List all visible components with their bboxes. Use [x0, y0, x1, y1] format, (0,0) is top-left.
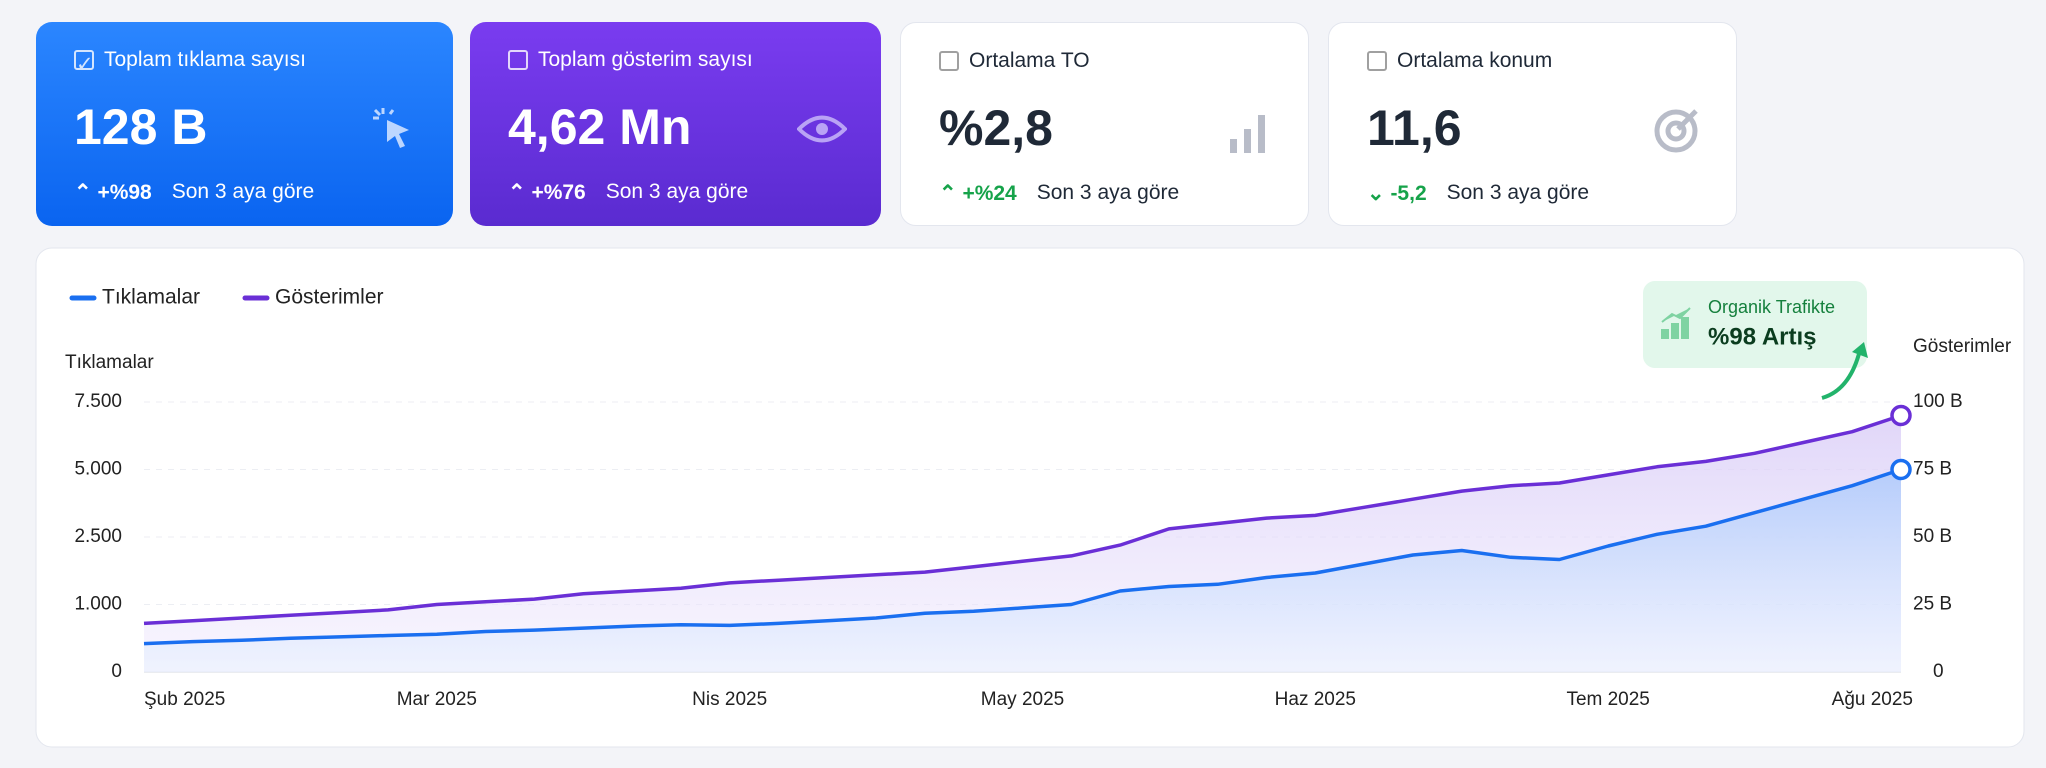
card-change: +%76 [531, 181, 586, 204]
card-label: Ortalama TO [969, 49, 1090, 72]
card-label: Toplam tıklama sayısı [104, 48, 306, 71]
annotation-box [1643, 281, 1867, 368]
eye-icon [797, 115, 847, 143]
y2-tick-label: 0 [1933, 661, 1944, 682]
y2-tick-label: 75 B [1913, 459, 1952, 480]
card-value: 11,6 [1367, 100, 1462, 156]
y-tick-label: 7.500 [74, 391, 122, 412]
kpi-card[interactable]: Ortalama konum 11,6 ⌄ -5,2 Son 3 aya göre [1328, 22, 1737, 226]
line [143, 413, 1902, 626]
annotation-arrow [1821, 349, 1862, 400]
y2-tick-label: 25 B [1913, 594, 1952, 615]
card-note: Son 3 aya göre [1036, 181, 1180, 204]
x-tick-label: Nis 2025 [692, 689, 767, 710]
card-value: %2,8 [939, 100, 1053, 156]
line [143, 467, 1902, 646]
annotation-text: %98 Artış [1708, 323, 1817, 350]
x-tick-label: Tem 2025 [1566, 689, 1649, 710]
x-tick-label: Haz 2025 [1275, 689, 1356, 710]
end-point [1890, 458, 1912, 481]
area [144, 469, 1901, 672]
card-value: 4,62 Mn [508, 99, 692, 155]
trend-icon [1661, 307, 1691, 339]
card-note: Son 3 aya göre [171, 180, 315, 203]
kpi-card[interactable]: ✓ Toplam tıklama sayısı 128 B ⌃ +%98 Son 3… [36, 22, 453, 226]
card-change: +%98 [97, 181, 152, 204]
card-note: Son 3 aya göre [1446, 181, 1590, 204]
y2-tick-label: 100 B [1913, 391, 1963, 412]
x-tick-label: Ağu 2025 [1832, 689, 1913, 710]
card-change: -5,2 [1390, 182, 1427, 205]
bars-icon [1230, 115, 1265, 153]
annotation-title: Organik Trafikte [1708, 297, 1835, 317]
end-point [1890, 404, 1912, 427]
kpi-card[interactable]: Ortalama TO %2,8 ⌃ +%24 Son 3 aya göre [900, 22, 1309, 226]
x-tick-label: May 2025 [981, 689, 1064, 710]
y-tick-label: 5.000 [74, 459, 122, 480]
card-label: Toplam gösterim sayısı [538, 48, 753, 71]
x-tick-label: Mar 2025 [397, 689, 477, 710]
annotation-arrowhead [1852, 342, 1868, 358]
card-label: Ortalama konum [1397, 49, 1553, 72]
y2-tick-label: 50 B [1913, 526, 1952, 547]
x-tick-label: Şub 2025 [144, 689, 225, 710]
card-note: Son 3 aya göre [605, 180, 749, 203]
target-icon [1654, 109, 1698, 153]
card-change: +%24 [962, 182, 1017, 205]
y-tick-label: 1.000 [74, 594, 122, 615]
y-tick-label: 0 [111, 661, 122, 682]
card-value: 128 B [74, 99, 208, 155]
legend-label: Gösterimler [275, 286, 384, 309]
y-axis-title: Tıklamalar [65, 352, 154, 373]
y2-axis-title: Gösterimler [1913, 336, 2012, 357]
cursor-icon [373, 108, 409, 148]
legend-label: Tıklamalar [102, 286, 200, 309]
kpi-card[interactable]: Toplam gösterim sayısı 4,62 Mn ⌃ +%76 Son… [470, 22, 881, 226]
y-tick-label: 2.500 [74, 526, 122, 547]
